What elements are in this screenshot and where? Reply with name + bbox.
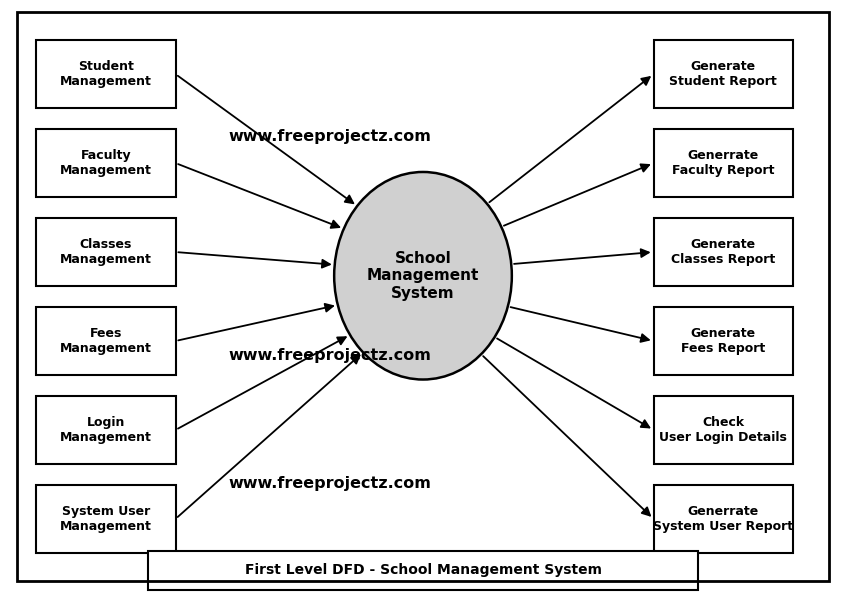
FancyBboxPatch shape <box>36 40 176 109</box>
FancyBboxPatch shape <box>653 40 793 109</box>
Text: www.freeprojectz.com: www.freeprojectz.com <box>228 476 431 491</box>
Text: Generrate
System User Report: Generrate System User Report <box>653 505 794 533</box>
FancyBboxPatch shape <box>653 485 793 553</box>
Text: Check
User Login Details: Check User Login Details <box>659 416 788 444</box>
FancyBboxPatch shape <box>148 551 698 589</box>
Text: Student
Management: Student Management <box>60 60 151 88</box>
Text: Faculty
Management: Faculty Management <box>60 149 151 177</box>
Text: www.freeprojectz.com: www.freeprojectz.com <box>228 129 431 144</box>
FancyBboxPatch shape <box>36 396 176 464</box>
Ellipse shape <box>334 172 512 380</box>
Text: Fees
Management: Fees Management <box>60 327 151 355</box>
Text: www.freeprojectz.com: www.freeprojectz.com <box>228 348 431 364</box>
FancyBboxPatch shape <box>36 129 176 197</box>
FancyBboxPatch shape <box>653 218 793 286</box>
Text: First Level DFD - School Management System: First Level DFD - School Management Syst… <box>244 563 602 578</box>
FancyBboxPatch shape <box>653 396 793 464</box>
Text: Login
Management: Login Management <box>60 416 151 444</box>
FancyBboxPatch shape <box>36 218 176 286</box>
Text: System User
Management: System User Management <box>60 505 151 533</box>
FancyBboxPatch shape <box>653 129 793 197</box>
Text: Generate
Fees Report: Generate Fees Report <box>681 327 766 355</box>
FancyBboxPatch shape <box>36 485 176 553</box>
Text: Classes
Management: Classes Management <box>60 238 151 266</box>
FancyBboxPatch shape <box>36 307 176 375</box>
Text: Generrate
Faculty Report: Generrate Faculty Report <box>672 149 775 177</box>
Text: Generate
Student Report: Generate Student Report <box>669 60 777 88</box>
Text: Generate
Classes Report: Generate Classes Report <box>671 238 776 266</box>
FancyBboxPatch shape <box>653 307 793 375</box>
Text: School
Management
System: School Management System <box>367 251 479 301</box>
